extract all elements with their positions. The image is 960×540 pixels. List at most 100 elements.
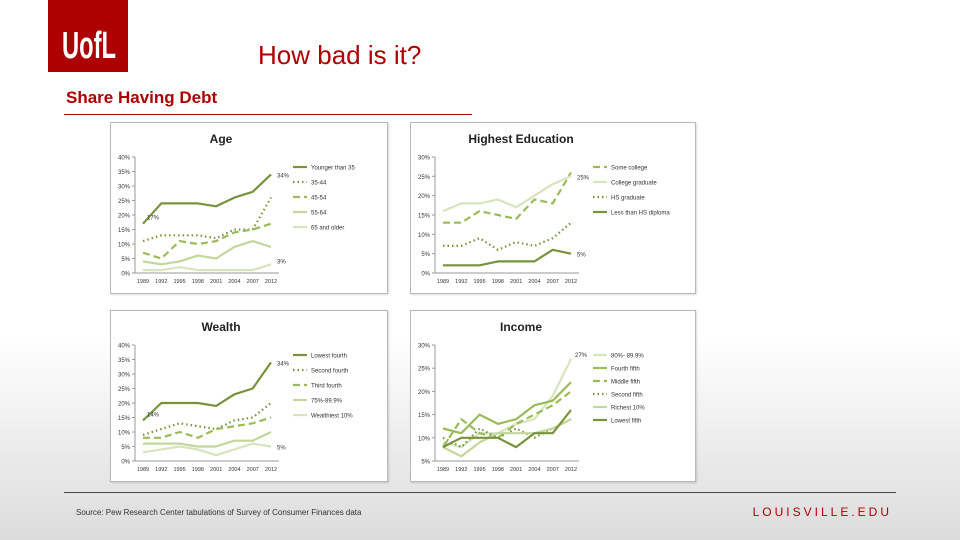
- y-tick-label: 5%: [421, 252, 430, 258]
- y-tick-label: 40%: [118, 344, 131, 350]
- x-tick-label: 1989: [137, 279, 149, 285]
- y-tick-label: 30%: [418, 344, 431, 350]
- legend-label: 35-44: [311, 181, 327, 187]
- chart-income: Income 5% 10% 15% 20% 25% 30% 1989 1992 1995 1998 2…: [410, 310, 696, 482]
- y-tick-label: 30%: [418, 156, 431, 162]
- x-tick-label: 2001: [510, 467, 522, 473]
- y-tick-label: 15%: [118, 228, 131, 234]
- y-tick-label: 30%: [118, 185, 131, 191]
- series-line: [442, 409, 572, 449]
- y-tick-label: 5%: [421, 460, 430, 466]
- chart-title: Wealth: [201, 320, 240, 334]
- series-line: [142, 173, 272, 225]
- series-line: [143, 263, 272, 272]
- chart-title: Highest Education: [468, 132, 573, 146]
- title-divider: [64, 114, 472, 115]
- x-tick-label: 2004: [228, 279, 240, 285]
- legend-label: 55-64: [311, 211, 327, 217]
- x-tick-label: 1992: [155, 467, 167, 473]
- site-link[interactable]: LOUISVILLE.EDU: [752, 505, 892, 519]
- y-tick-label: 30%: [118, 373, 131, 379]
- y-tick-label: 25%: [418, 367, 431, 373]
- logo-text: UofL: [62, 25, 116, 67]
- x-tick-label: 2012: [565, 279, 577, 285]
- y-tick-label: 10%: [418, 436, 431, 442]
- x-tick-label: 2001: [210, 467, 222, 473]
- x-tick-label: 1998: [492, 279, 504, 285]
- x-tick-label: 1995: [473, 279, 485, 285]
- series-line: [142, 361, 272, 422]
- footer-divider: [64, 492, 896, 493]
- y-tick-label: 15%: [118, 416, 131, 422]
- series-line: [443, 248, 572, 267]
- legend-label: Middle fifth: [611, 380, 640, 386]
- y-tick-label: 10%: [118, 431, 131, 437]
- series-line: [442, 381, 572, 435]
- chart-education: Highest Education 0% 5% 10% 15% 20% 25% 30% 1989…: [410, 122, 696, 294]
- series-line: [442, 418, 572, 458]
- legend-label: 75%-89.9%: [311, 399, 343, 405]
- data-label: 34%: [277, 173, 290, 179]
- x-tick-label: 2004: [228, 467, 240, 473]
- uofl-logo-icon: UofL: [62, 25, 116, 67]
- legend-label: College graduate: [611, 181, 657, 187]
- x-tick-label: 1995: [173, 279, 185, 285]
- page-title: How bad is it?: [258, 40, 422, 70]
- x-tick-label: 1992: [455, 467, 467, 473]
- y-tick-label: 0%: [121, 272, 130, 278]
- y-tick-label: 40%: [118, 156, 131, 162]
- series-line: [443, 221, 572, 251]
- x-tick-label: 2004: [528, 467, 540, 473]
- data-label: 14%: [147, 412, 160, 418]
- series-line: [442, 358, 572, 449]
- chart-age: Age 0% 5% 10% 15% 20% 25% 30% 35% 40% 1989 1992 1995…: [110, 122, 388, 294]
- legend-label: 65 and older: [311, 226, 344, 232]
- y-tick-label: 10%: [418, 233, 431, 239]
- x-tick-label: 2012: [265, 467, 277, 473]
- series-line: [142, 239, 272, 266]
- legend-label: 80%- 89.9%: [611, 354, 644, 360]
- legend-label: Lowest fifth: [611, 419, 641, 425]
- y-tick-label: 20%: [118, 402, 131, 408]
- series-line: [142, 222, 272, 260]
- legend-label: Some college: [611, 166, 648, 172]
- x-tick-label: 2004: [528, 279, 540, 285]
- y-tick-label: 25%: [118, 387, 131, 393]
- series-line: [142, 442, 272, 457]
- y-tick-label: 15%: [418, 214, 431, 220]
- series-line: [143, 416, 272, 439]
- x-tick-label: 1989: [137, 467, 149, 473]
- x-tick-label: 2001: [510, 279, 522, 285]
- y-tick-label: 25%: [118, 199, 131, 205]
- y-tick-label: 20%: [418, 390, 431, 396]
- legend-label: HS graduate: [611, 196, 645, 202]
- data-label: 25%: [577, 175, 590, 181]
- y-tick-label: 20%: [118, 214, 131, 220]
- legend-label: Richest 10%: [611, 406, 645, 412]
- x-tick-label: 2007: [547, 467, 559, 473]
- legend-label: Less than HS diploma: [611, 211, 670, 217]
- y-tick-label: 35%: [118, 170, 131, 176]
- y-tick-label: 15%: [418, 413, 431, 419]
- x-tick-label: 2007: [547, 279, 559, 285]
- university-logo[interactable]: UofL: [48, 0, 128, 72]
- data-label: 5%: [577, 253, 586, 259]
- legend-label: Younger than 35: [311, 166, 355, 172]
- legend-label: Fourth fifth: [611, 367, 640, 373]
- chart-svg: Wealth 0% 5% 10% 15% 20% 25% 30% 35% 40% 1989 1992 1…: [118, 320, 353, 473]
- legend-label: Second fifth: [611, 393, 643, 399]
- y-tick-label: 0%: [121, 460, 130, 466]
- x-tick-label: 2007: [247, 279, 259, 285]
- x-tick-label: 1995: [473, 467, 485, 473]
- legend-label: Second fourth: [311, 369, 348, 375]
- source-note: Source: Pew Research Center tabulations …: [76, 508, 362, 517]
- page-subtitle: Share Having Debt: [66, 88, 218, 107]
- chart-title: Income: [500, 320, 542, 334]
- legend-label: Third fourth: [311, 384, 342, 390]
- x-tick-label: 1992: [455, 279, 467, 285]
- chart-svg: Income 5% 10% 15% 20% 25% 30% 1989 1992 1995 1998 2…: [418, 320, 645, 473]
- y-tick-label: 5%: [121, 257, 130, 263]
- x-tick-label: 1992: [155, 279, 167, 285]
- data-label: 17%: [147, 216, 160, 222]
- legend-label: Lowest fourth: [311, 354, 347, 360]
